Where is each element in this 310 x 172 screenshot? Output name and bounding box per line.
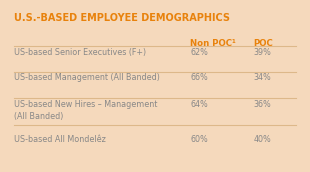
Text: 60%: 60%	[190, 135, 208, 144]
Text: Non POC¹: Non POC¹	[190, 39, 236, 48]
Text: 64%: 64%	[190, 100, 208, 109]
Text: US-based Management (All Banded): US-based Management (All Banded)	[14, 73, 160, 82]
Text: 34%: 34%	[253, 73, 271, 82]
Text: 40%: 40%	[253, 135, 271, 144]
Text: US-based New Hires – Management
(All Banded): US-based New Hires – Management (All Ban…	[14, 100, 157, 121]
Text: 66%: 66%	[190, 73, 208, 82]
Text: 62%: 62%	[190, 48, 208, 57]
Text: US-based Senior Executives (F+): US-based Senior Executives (F+)	[14, 48, 146, 57]
Text: 39%: 39%	[253, 48, 271, 57]
Text: POC: POC	[253, 39, 273, 48]
Text: US-based All Mondelêz: US-based All Mondelêz	[14, 135, 105, 144]
Text: U.S.-BASED EMPLOYEE DEMOGRAPHICS: U.S.-BASED EMPLOYEE DEMOGRAPHICS	[14, 13, 230, 23]
Text: 36%: 36%	[253, 100, 271, 109]
